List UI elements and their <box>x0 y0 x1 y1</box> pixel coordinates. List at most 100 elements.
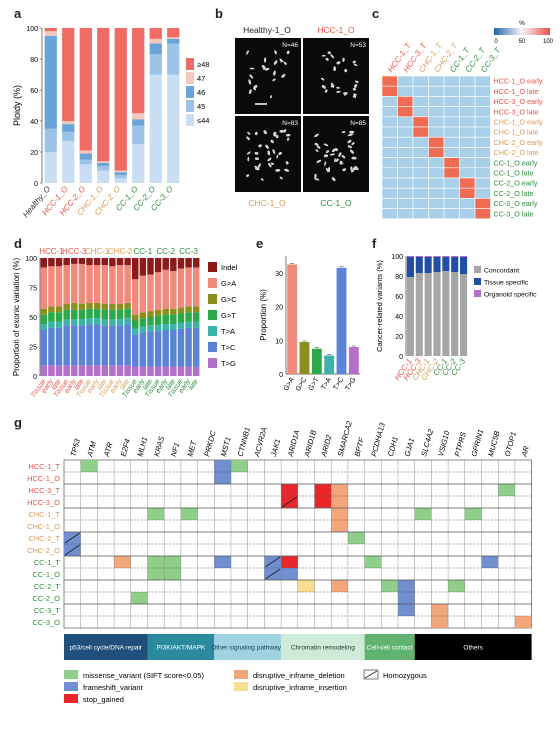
x-tick-label: G>C <box>295 377 308 393</box>
sample-label: CC-2_T <box>34 582 61 591</box>
heatmap-cell <box>428 187 445 199</box>
bar-segment <box>44 128 57 152</box>
heatmap-cell <box>412 96 429 107</box>
bar-segment <box>162 314 169 325</box>
pathway-label: Chromatin remodeling <box>291 645 355 652</box>
heatmap-cell <box>381 106 398 118</box>
bar-segment <box>78 365 86 376</box>
mutation-cell <box>498 484 515 496</box>
heatmap-cell <box>412 177 429 189</box>
y-axis-label: Cancer-related variants (%) <box>375 260 384 352</box>
bar-segment <box>433 257 441 272</box>
legend-label: G>A <box>221 279 236 288</box>
bar-segment <box>154 272 162 310</box>
chromosome <box>254 167 260 171</box>
heatmap-cell <box>381 198 398 209</box>
group-label: HCC-1 <box>39 247 64 256</box>
heatmap-cell <box>381 136 398 148</box>
pathway-label: Cell-cell contact <box>367 645 413 652</box>
mutation-cell <box>147 556 165 568</box>
bar-segment <box>79 159 92 165</box>
bar-segment <box>114 172 127 176</box>
mutation-cell <box>448 580 465 592</box>
chromosome <box>314 133 319 138</box>
sample-label: CC-3_T <box>34 606 61 615</box>
chromosome <box>273 60 278 65</box>
row-label: HCC-3_O late <box>494 107 539 116</box>
mutation-cell <box>464 508 482 520</box>
y-axis-label: Ploidy (%) <box>12 85 22 126</box>
heatmap-cell <box>381 85 398 97</box>
chromosome <box>344 68 348 73</box>
heatmap-cell <box>459 85 476 97</box>
bar-segment <box>185 327 192 367</box>
legend-swatch <box>186 58 194 70</box>
bar-segment <box>149 43 162 55</box>
bar-segment <box>451 272 459 356</box>
count-label: N=83 <box>282 120 298 127</box>
chromosome <box>336 90 341 93</box>
image-label: Healthy-1_O <box>243 25 291 35</box>
color-scale-title: % <box>519 20 525 27</box>
chromosome <box>264 67 270 71</box>
chromosome <box>282 73 286 77</box>
bar-segment <box>55 312 63 322</box>
group-label: CC-2 <box>156 247 175 256</box>
chromosome <box>249 67 255 70</box>
gene-label: NF1 <box>169 441 181 457</box>
heatmap-cell <box>381 147 398 158</box>
bar-segment <box>149 54 162 75</box>
gene-label: SLC4A2 <box>419 427 435 457</box>
legend-label: T>G <box>221 359 236 368</box>
gene-label: VSIG10 <box>436 429 452 457</box>
bar-segment <box>132 28 145 114</box>
mutation-cell <box>281 556 298 568</box>
y-axis-label: Proportion of exonic variation (%) <box>12 258 21 377</box>
chromosome <box>263 57 267 63</box>
chromosome <box>265 144 269 149</box>
gene-label: CDH1 <box>386 435 400 457</box>
heatmap-cell <box>443 187 460 199</box>
chromosome <box>342 57 345 62</box>
pathway-band <box>147 634 215 660</box>
bar-segment <box>63 265 70 305</box>
legend-label: G>T <box>221 311 236 320</box>
bar-segment <box>71 319 78 326</box>
chromosome <box>324 161 327 166</box>
bar-segment <box>48 312 55 322</box>
bar-segment <box>177 307 185 314</box>
heatmap-cell <box>443 177 460 189</box>
chromosome <box>246 50 249 55</box>
bar-segment <box>71 309 78 320</box>
legend-swatch <box>474 278 481 285</box>
chromosome <box>331 177 336 182</box>
heatmap-cell <box>443 167 460 179</box>
image-label: HCC-1_O <box>317 25 355 35</box>
y-tick-label: 0 <box>34 181 38 188</box>
legend-swatch <box>208 262 217 272</box>
bar-segment <box>78 309 86 320</box>
panel-letter-d: d <box>14 236 22 251</box>
bar-segment <box>93 318 101 325</box>
bar-segment <box>101 319 108 326</box>
bar-segment <box>93 365 101 376</box>
mutation-cell <box>481 556 499 568</box>
heatmap-cell <box>428 126 445 138</box>
mutation-cell <box>214 472 231 484</box>
heatmap-cell <box>397 167 414 179</box>
chromosome <box>335 158 339 162</box>
y-tick-label: 20 <box>30 150 38 157</box>
heatmap-cell <box>397 106 414 118</box>
row-label: CHC-1_O late <box>494 128 539 137</box>
bar-segment <box>124 365 131 376</box>
heatmap-cell <box>474 208 491 220</box>
bar-segment <box>114 170 127 173</box>
bar-segment <box>78 304 86 310</box>
heatmap-cell <box>474 136 491 148</box>
sample-label: CHC-1_T <box>28 510 60 519</box>
bar-segment <box>424 256 432 257</box>
chromosome <box>272 149 276 154</box>
bar-segment <box>177 268 185 308</box>
heatmap-cell <box>459 136 476 148</box>
heatmap-cell <box>443 126 460 138</box>
